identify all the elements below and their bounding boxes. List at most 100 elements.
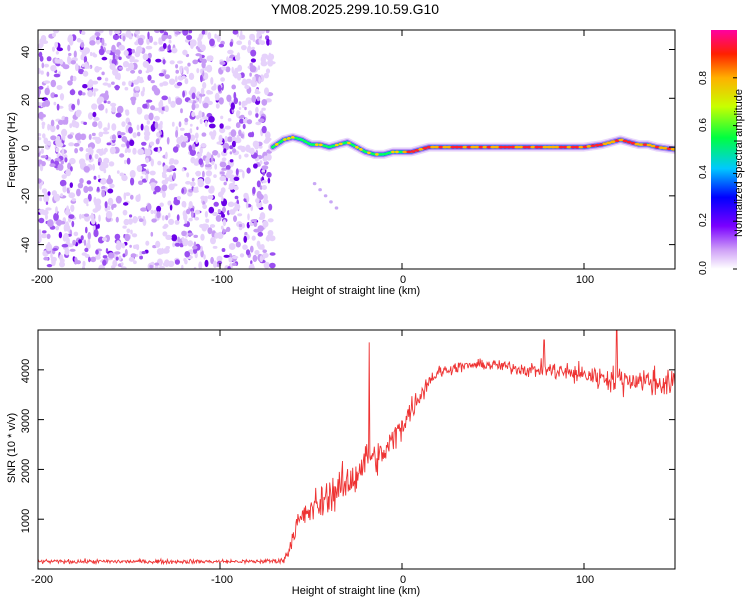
spectrogram-signal-peak — [343, 142, 347, 145]
spectrogram-noise-blob — [169, 165, 175, 169]
spectrogram-noise-blob — [132, 233, 137, 237]
spectrogram-noise-blob — [202, 204, 207, 209]
spectrogram-noise-blob — [84, 248, 88, 252]
spectrogram-noise-blob — [56, 220, 61, 226]
spectrogram-noise-blob — [177, 237, 180, 243]
spectrogram-noise-blob — [70, 249, 76, 252]
spectrogram-noise-blob — [253, 255, 258, 262]
spectrogram-noise-blob — [252, 236, 256, 241]
figure-title: YM08.2025.299.10.59.G10 — [271, 1, 439, 17]
spectrogram-noise-blob — [66, 205, 69, 212]
spectrogram-noise-blob — [142, 171, 146, 174]
spectrogram-noise-blob — [91, 218, 96, 225]
spectrogram-noise-blob — [97, 224, 100, 229]
spectrogram-noise-blob — [250, 65, 257, 72]
spectrogram-noise-blob — [147, 120, 150, 124]
spectrogram-noise-blob — [93, 199, 99, 202]
spectrogram-noise-blob — [181, 188, 184, 194]
spectrogram-signal-peak — [271, 146, 275, 149]
spectrogram-noise-blob — [210, 224, 215, 228]
spectrogram-noise-blob — [219, 97, 224, 104]
spectrogram-noise-blob — [225, 136, 228, 143]
spectrogram-noise-blob — [235, 204, 240, 210]
spectrogram-noise-blob — [97, 67, 102, 70]
spectrogram-noise-blob — [124, 137, 126, 142]
spectrogram-noise-blob — [207, 227, 212, 234]
spectrogram-noise-blob — [145, 149, 151, 156]
spectrogram-noise-blob — [189, 73, 194, 80]
spectrogram-noise-blob — [190, 182, 196, 187]
spectrogram-noise-blob — [257, 180, 261, 187]
spectrogram-noise-blob — [150, 105, 155, 110]
spectrogram-noise-blob — [60, 193, 63, 197]
spectrogram-noise-blob — [249, 73, 252, 77]
spectrogram-noise-blob — [195, 133, 199, 139]
spectrogram-noise-blob — [97, 77, 102, 81]
spectrogram-noise-blob — [112, 68, 118, 76]
spectrogram-noise-blob — [194, 217, 199, 221]
spectrogram-noise-blob — [199, 33, 203, 39]
spectrogram-noise-blob — [83, 71, 89, 77]
spectrogram-signal-peak — [319, 143, 323, 146]
spectrogram-noise-blob — [263, 199, 269, 204]
spectrogram-noise-blob — [230, 159, 234, 162]
spectrogram-noise-blob — [209, 124, 216, 129]
spectrogram-noise-blob — [235, 55, 240, 61]
spectrogram-noise-blob — [228, 118, 232, 122]
spectrogram-noise-blob — [49, 125, 52, 130]
spectrogram-noise-blob — [125, 110, 129, 116]
spectrogram-signal-peak — [359, 148, 363, 151]
spectrogram-noise-blob — [207, 195, 213, 199]
snr-y-axis-label: SNR (10 * v/v) — [6, 413, 18, 483]
spectrogram-noise-blob — [65, 117, 69, 120]
spectrogram-noise-blob — [139, 218, 144, 222]
spectrogram-noise-blob — [195, 139, 198, 144]
spectrogram-noise-blob — [186, 172, 189, 177]
spectrogram-noise-blob — [81, 31, 85, 35]
spectrogram-noise-blob — [64, 224, 67, 232]
spectrogram-noise-blob — [239, 101, 241, 105]
spectrogram-artifact-dot — [329, 200, 333, 203]
spectrogram-noise-blob — [64, 157, 67, 162]
spectrogram-noise-blob — [82, 92, 86, 95]
spectrogram-noise-blob — [120, 173, 125, 177]
spectrogram-noise-blob — [227, 169, 233, 174]
spectrogram-noise-blob — [135, 86, 140, 91]
spectrogram-noise-blob — [39, 218, 45, 224]
spectrogram-x-tick-label: -100 — [211, 274, 233, 286]
spectrogram-noise-blob — [255, 107, 259, 114]
spectrogram-noise-blob — [241, 81, 247, 86]
spectrogram-noise-blob — [114, 85, 120, 89]
spectrogram-noise-blob — [81, 235, 84, 240]
spectrogram-noise-blob — [180, 128, 185, 131]
spectrogram-noise-blob — [98, 104, 104, 111]
spectrogram-noise-blob — [202, 116, 208, 119]
spectrogram-noise-blob — [160, 203, 164, 207]
spectrogram-noise-blob — [56, 125, 59, 130]
spectrogram-noise-blob — [128, 81, 131, 87]
spectrogram-noise-blob — [110, 147, 116, 155]
spectrogram-y-tick-label: 40 — [20, 46, 32, 58]
spectrogram-y-tick-label: 20 — [20, 94, 32, 106]
spectrogram-noise-blob — [250, 148, 255, 155]
spectrogram-signal-peak — [363, 150, 367, 153]
spectrogram-noise-blob — [88, 257, 91, 263]
spectrogram-noise-blob — [183, 214, 187, 221]
spectrogram-noise-blob — [144, 130, 150, 136]
spectrogram-noise-blob — [268, 218, 274, 222]
spectrogram-noise-blob — [102, 131, 109, 134]
snr-y-tick-label: 1000 — [20, 509, 32, 533]
spectrogram-noise-blob — [200, 118, 203, 124]
spectrogram-noise-blob — [99, 132, 104, 137]
spectrogram-noise-blob — [263, 220, 269, 227]
spectrogram-noise-blob — [98, 121, 101, 127]
spectrogram-noise-blob — [103, 255, 108, 258]
spectrogram-noise-blob — [208, 55, 214, 61]
spectrogram-noise-blob — [239, 107, 242, 110]
spectrogram-noise-blob — [137, 165, 143, 172]
spectrogram-noise-blob — [243, 236, 247, 243]
spectrogram-noise-blob — [252, 77, 255, 82]
spectrogram-noise-blob — [212, 212, 218, 216]
spectrogram-noise-blob — [163, 70, 166, 75]
spectrogram-noise-blob — [162, 35, 169, 39]
